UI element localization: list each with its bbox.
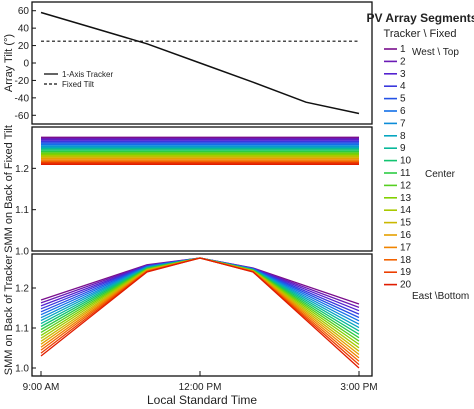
x-tick-label: 12:00 PM xyxy=(179,382,222,393)
bottom-ylabel: SMM on Back of Tracker xyxy=(3,254,15,375)
legend-subtitle: Tracker \ Fixed xyxy=(384,28,457,40)
x-tick-label: 9:00 AM xyxy=(23,382,60,393)
middle-ytick-label: 1.1 xyxy=(15,205,29,216)
tracker-tilt-line xyxy=(40,11,360,115)
legend-label-12: 12 xyxy=(400,180,412,191)
legend-label-1: 1 xyxy=(400,44,406,55)
tracker-smm-line-20 xyxy=(40,257,360,369)
top-ytick-label: -40 xyxy=(15,93,30,104)
middle-series-group xyxy=(41,136,359,165)
bottom-ytick-group: 1.2 1.1 1.0 xyxy=(15,284,36,375)
legend-note-east: East \Bottom xyxy=(412,291,469,302)
top-ytick-label: -20 xyxy=(15,76,30,87)
legend-label-10: 10 xyxy=(400,156,412,167)
bottom-panel-frame xyxy=(31,253,373,377)
top-ytick-group: 60 40 20 0 -20 -40 -60 xyxy=(15,6,36,122)
bottom-ytick-label: 1.0 xyxy=(15,364,29,375)
legend-label-15: 15 xyxy=(400,218,412,229)
legend-label-11: 11 xyxy=(400,168,411,179)
legend-label-16: 16 xyxy=(400,230,412,241)
bottom-ytick-label: 1.2 xyxy=(15,284,29,295)
legend-label-20: 20 xyxy=(400,280,412,291)
middle-ytick-label: 1.0 xyxy=(15,247,29,258)
top-series-group xyxy=(40,11,360,115)
top-ytick-label: 20 xyxy=(18,41,30,52)
x-tick-label: 3:00 PM xyxy=(340,382,377,393)
legend-label-8: 8 xyxy=(400,131,406,142)
legend-label-5: 5 xyxy=(400,94,406,105)
legend-label-tracker: 1-Axis Tracker xyxy=(62,70,113,79)
legend-label-6: 6 xyxy=(400,106,406,117)
middle-ytick-group: 1.2 1.1 1.0 xyxy=(15,164,36,258)
legend-label-3: 3 xyxy=(400,69,406,80)
top-ytick-label: 0 xyxy=(23,59,29,70)
bottom-series-group xyxy=(40,257,360,369)
bottom-ytick-label: 1.1 xyxy=(15,324,29,335)
legend-label-4: 4 xyxy=(400,81,406,92)
legend-label-fixed: Fixed Tilt xyxy=(62,80,95,89)
top-ytick-label: 40 xyxy=(18,24,30,35)
legend-note-center: Center xyxy=(425,169,456,180)
top-ytick-label: -60 xyxy=(15,111,30,122)
legend-label-2: 2 xyxy=(400,56,406,67)
middle-ylabel: SMM on Back of Fixed Tilt xyxy=(3,125,15,253)
legend-label-17: 17 xyxy=(400,242,412,253)
x-axis-label: Local Standard Time xyxy=(147,393,257,407)
legend-label-9: 9 xyxy=(400,143,406,154)
legend-label-14: 14 xyxy=(400,205,412,216)
top-ylabel: Array Tilt (°) xyxy=(3,34,15,92)
legend-label-13: 13 xyxy=(400,193,412,204)
legend-note-west: West \ Top xyxy=(412,47,459,58)
top-legend: 1-Axis Tracker Fixed Tilt xyxy=(44,70,113,89)
middle-ytick-label: 1.2 xyxy=(15,164,29,175)
legend-label-19: 19 xyxy=(400,267,412,278)
top-ytick-label: 60 xyxy=(18,6,30,17)
middle-panel-frame xyxy=(31,126,373,252)
legend-label-18: 18 xyxy=(400,255,412,266)
x-tick-group: 9:00 AM 12:00 PM 3:00 PM xyxy=(23,371,378,393)
legend-title: PV Array Segments xyxy=(367,11,474,25)
legend-label-7: 7 xyxy=(400,118,406,129)
